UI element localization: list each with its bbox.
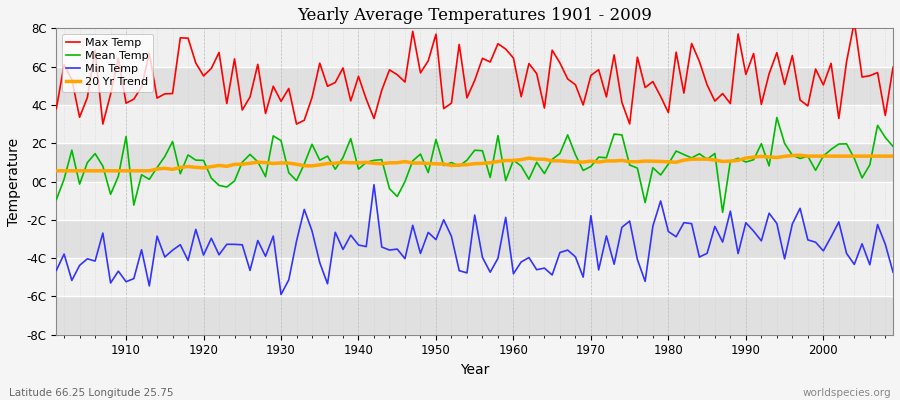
Bar	[57, 220, 893, 258]
20 Yr Trend	[508, 158, 518, 163]
Min Temp	[275, 292, 286, 297]
Min Temp	[524, 255, 535, 260]
Line: Mean Temp: Mean Temp	[57, 118, 893, 212]
Min Temp	[887, 270, 898, 274]
Min Temp	[51, 268, 62, 273]
Max Temp	[887, 65, 898, 70]
Bar	[57, 182, 893, 220]
Line: Min Temp: Min Temp	[57, 185, 893, 294]
20 Yr Trend	[112, 168, 123, 173]
Bar	[57, 66, 893, 105]
Min Temp	[291, 239, 302, 244]
Bar	[57, 105, 893, 143]
Mean Temp	[329, 167, 340, 172]
Mean Temp	[51, 197, 62, 202]
Max Temp	[338, 66, 348, 70]
Min Temp	[112, 269, 123, 274]
Line: Max Temp: Max Temp	[57, 22, 893, 124]
Mean Temp	[500, 178, 511, 183]
Max Temp	[121, 101, 131, 106]
Max Temp	[51, 106, 62, 111]
Min Temp	[516, 260, 526, 264]
Title: Yearly Average Temperatures 1901 - 2009: Yearly Average Temperatures 1901 - 2009	[297, 7, 652, 24]
20 Yr Trend	[329, 161, 340, 166]
Y-axis label: Temperature: Temperature	[7, 138, 21, 226]
Max Temp	[508, 56, 518, 60]
Max Temp	[516, 94, 526, 99]
Bar	[57, 28, 893, 66]
20 Yr Trend	[601, 158, 612, 163]
Min Temp	[616, 225, 627, 230]
20 Yr Trend	[500, 158, 511, 163]
20 Yr Trend	[795, 153, 806, 158]
Mean Temp	[887, 144, 898, 149]
X-axis label: Year: Year	[460, 363, 490, 377]
Legend: Max Temp, Mean Temp, Min Temp, 20 Yr Trend: Max Temp, Mean Temp, Min Temp, 20 Yr Tre…	[62, 34, 153, 92]
Mean Temp	[284, 170, 294, 175]
Text: worldspecies.org: worldspecies.org	[803, 388, 891, 398]
Min Temp	[338, 247, 348, 252]
Max Temp	[97, 122, 108, 126]
Mean Temp	[717, 210, 728, 215]
Mean Temp	[771, 115, 782, 120]
Mean Temp	[112, 174, 123, 179]
Max Temp	[291, 122, 302, 126]
Bar	[57, 296, 893, 335]
Line: 20 Yr Trend: 20 Yr Trend	[57, 155, 893, 171]
Bar	[57, 143, 893, 182]
Max Temp	[849, 20, 859, 24]
Mean Temp	[601, 155, 612, 160]
Text: Latitude 66.25 Longitude 25.75: Latitude 66.25 Longitude 25.75	[9, 388, 174, 398]
Max Temp	[608, 52, 619, 57]
Bar	[57, 258, 893, 296]
Mean Temp	[508, 158, 518, 162]
Min Temp	[369, 182, 380, 187]
20 Yr Trend	[51, 168, 62, 173]
20 Yr Trend	[284, 161, 294, 166]
20 Yr Trend	[887, 154, 898, 158]
